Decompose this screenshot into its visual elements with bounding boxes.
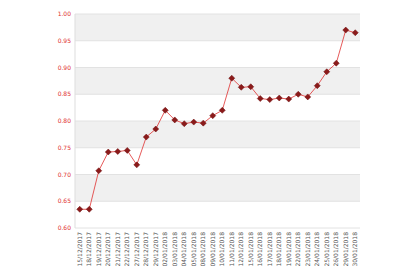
grid-band — [75, 68, 360, 95]
plot-area — [77, 27, 359, 212]
y-tick-label: 1.00 — [58, 10, 72, 17]
marker — [210, 113, 216, 119]
marker — [352, 30, 358, 36]
marker — [124, 147, 130, 153]
marker — [86, 206, 92, 212]
x-tick-label: 29/01/2018 — [342, 232, 349, 267]
x-tick-label: 24/01/2018 — [313, 232, 320, 267]
marker — [305, 94, 311, 100]
y-tick-label: 0.80 — [58, 117, 72, 124]
marker — [77, 206, 83, 212]
grid-line — [75, 121, 360, 122]
y-tick-label: 0.60 — [58, 224, 72, 231]
x-tick-label: 19/12/2017 — [95, 232, 102, 267]
x-tick-label: 17/01/2018 — [266, 232, 273, 267]
x-tick-label: 08/01/2018 — [199, 232, 206, 267]
marker — [96, 168, 102, 174]
marker — [153, 126, 159, 132]
x-tick-label: 20/12/2017 — [104, 232, 111, 267]
marker — [314, 83, 320, 89]
chart: 0.60 0.65 0.70 0.75 0.80 0.85 0.90 0.95 1.00 15/1… — [0, 0, 413, 280]
x-tick-label: 22/12/2017 — [123, 232, 130, 267]
x-tick-label: 30/01/2018 — [351, 232, 358, 267]
marker — [115, 148, 121, 154]
marker — [105, 149, 111, 155]
grid-band — [75, 175, 360, 202]
marker — [333, 60, 339, 66]
grid-band — [75, 121, 360, 148]
line — [80, 30, 356, 209]
grid-line — [75, 174, 360, 175]
x-tick-label: 04/01/2018 — [180, 232, 187, 267]
x-tick-label: 28/12/2017 — [142, 232, 149, 267]
y-axis — [75, 14, 76, 228]
grid-band — [75, 14, 360, 41]
marker — [238, 84, 244, 90]
grid-line — [75, 94, 360, 95]
marker — [276, 95, 282, 101]
x-tick-label: 18/12/2017 — [85, 232, 92, 267]
marker — [248, 84, 254, 90]
y-tick-label: 0.70 — [58, 171, 72, 178]
marker — [324, 69, 330, 75]
x-tick-label: 10/01/2018 — [218, 232, 225, 267]
grid-line — [75, 201, 360, 202]
x-tick-label: 26/01/2018 — [332, 232, 339, 267]
marker — [172, 117, 178, 123]
marker — [343, 27, 349, 33]
x-tick-label: 18/01/2018 — [275, 232, 282, 267]
grid-line — [75, 14, 360, 15]
grid-line — [75, 67, 360, 68]
y-tick-label: 0.85 — [58, 90, 72, 97]
marker — [257, 96, 263, 102]
marker — [162, 107, 168, 113]
x-tick-label: 22/01/2018 — [294, 232, 301, 267]
marker — [181, 121, 187, 127]
x-tick-label: 21/12/2017 — [114, 232, 121, 267]
marker — [286, 96, 292, 102]
y-tick-label: 0.75 — [58, 144, 72, 151]
marker — [229, 75, 235, 81]
x-tick-label: 16/01/2018 — [256, 232, 263, 267]
marker — [219, 107, 225, 113]
marker — [191, 119, 197, 125]
y-tick-label: 0.65 — [58, 197, 72, 204]
x-tick-label: 03/01/2018 — [171, 232, 178, 267]
x-tick-label: 02/01/2018 — [161, 232, 168, 267]
y-tick-label: 0.90 — [58, 64, 72, 71]
x-tick-label: 09/01/2018 — [209, 232, 216, 267]
x-tick-label: 11/01/2018 — [228, 232, 235, 267]
marker — [267, 97, 273, 103]
x-tick-label: 23/01/2018 — [304, 232, 311, 267]
x-tick-label: 15/01/2018 — [247, 232, 254, 267]
x-tick-label: 15/12/2017 — [76, 232, 83, 267]
grid-line — [75, 228, 360, 229]
x-tick-label: 12/01/2018 — [237, 232, 244, 267]
marker — [295, 91, 301, 97]
marker — [200, 120, 206, 126]
x-tick-label: 27/12/2017 — [133, 232, 140, 267]
y-tick-label: 0.95 — [58, 37, 72, 44]
x-tick-label: 19/01/2018 — [285, 232, 292, 267]
x-tick-label: 25/01/2018 — [323, 232, 330, 267]
marker — [143, 134, 149, 140]
x-tick-label: 05/01/2018 — [190, 232, 197, 267]
x-tick-label: 29/12/2017 — [152, 232, 159, 267]
grid-line — [75, 147, 360, 148]
grid-line — [75, 40, 360, 41]
marker — [134, 162, 140, 168]
